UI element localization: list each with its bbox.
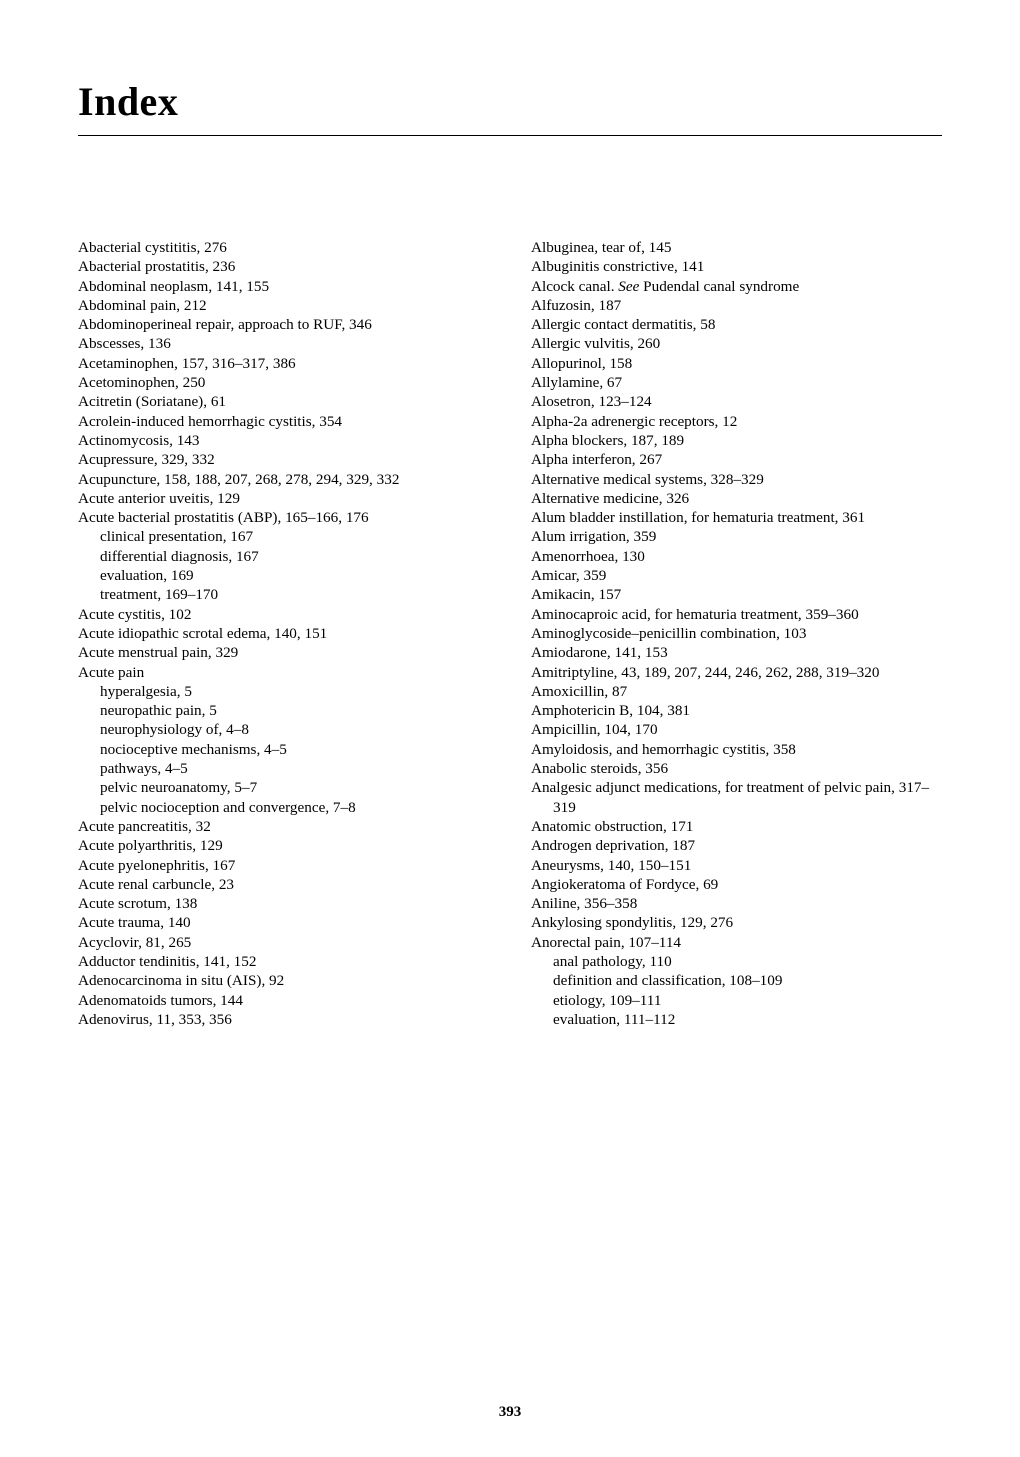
index-entry: Amenorrhoea, 130 — [531, 547, 942, 566]
index-entry: Amitriptyline, 43, 189, 207, 244, 246, 2… — [531, 663, 942, 682]
index-entry: definition and classification, 108–109 — [531, 971, 942, 990]
index-entry: hyperalgesia, 5 — [78, 682, 489, 701]
index-entry: Abacterial cystititis, 276 — [78, 238, 489, 257]
index-entry: Anorectal pain, 107–114 — [531, 933, 942, 952]
index-entry: Abdominoperineal repair, approach to RUF… — [78, 315, 489, 334]
index-entry: Acute polyarthritis, 129 — [78, 836, 489, 855]
index-entry: Adenomatoids tumors, 144 — [78, 991, 489, 1010]
index-entry: Anatomic obstruction, 171 — [531, 817, 942, 836]
index-entry: etiology, 109–111 — [531, 991, 942, 1010]
page-number: 393 — [0, 1404, 1020, 1421]
index-entry: Ankylosing spondylitis, 129, 276 — [531, 913, 942, 932]
index-entry: pelvic nocioception and convergence, 7–8 — [78, 798, 489, 817]
index-columns: Abacterial cystititis, 276Abacterial pro… — [78, 238, 942, 1029]
index-entry: anal pathology, 110 — [531, 952, 942, 971]
index-entry: Acute cystitis, 102 — [78, 605, 489, 624]
index-entry: Amikacin, 157 — [531, 585, 942, 604]
index-entry: neurophysiology of, 4–8 — [78, 720, 489, 739]
index-entry: Acute anterior uveitis, 129 — [78, 489, 489, 508]
index-entry: Aneurysms, 140, 150–151 — [531, 856, 942, 875]
index-entry: evaluation, 169 — [78, 566, 489, 585]
index-entry: Amicar, 359 — [531, 566, 942, 585]
index-entry: Acrolein-induced hemorrhagic cystitis, 3… — [78, 412, 489, 431]
index-entry: Acute pancreatitis, 32 — [78, 817, 489, 836]
index-entry: Androgen deprivation, 187 — [531, 836, 942, 855]
title-rule — [78, 135, 942, 136]
index-column-right: Albuginea, tear of, 145Albuginitis const… — [531, 238, 942, 1029]
index-entry: Acupressure, 329, 332 — [78, 450, 489, 469]
index-entry: pathways, 4–5 — [78, 759, 489, 778]
index-entry: Aniline, 356–358 — [531, 894, 942, 913]
index-entry: Abacterial prostatitis, 236 — [78, 257, 489, 276]
index-entry: Acute pain — [78, 663, 489, 682]
index-entry: Adenovirus, 11, 353, 356 — [78, 1010, 489, 1029]
index-entry: Allopurinol, 158 — [531, 354, 942, 373]
index-entry: Albuginea, tear of, 145 — [531, 238, 942, 257]
index-entry: Acute pyelonephritis, 167 — [78, 856, 489, 875]
index-entry: Amiodarone, 141, 153 — [531, 643, 942, 662]
index-entry: Amoxicillin, 87 — [531, 682, 942, 701]
page-title: Index — [78, 78, 942, 125]
index-entry: Acupuncture, 158, 188, 207, 268, 278, 29… — [78, 470, 489, 489]
index-entry: Acitretin (Soriatane), 61 — [78, 392, 489, 411]
index-entry: Alpha-2a adrenergic receptors, 12 — [531, 412, 942, 431]
index-entry: Acute bacterial prostatitis (ABP), 165–1… — [78, 508, 489, 527]
index-entry: clinical presentation, 167 — [78, 527, 489, 546]
index-entry: Albuginitis constrictive, 141 — [531, 257, 942, 276]
index-entry: differential diagnosis, 167 — [78, 547, 489, 566]
index-entry: Aminoglycoside–penicillin combination, 1… — [531, 624, 942, 643]
index-entry: Allylamine, 67 — [531, 373, 942, 392]
index-entry: Adductor tendinitis, 141, 152 — [78, 952, 489, 971]
index-entry: Acute scrotum, 138 — [78, 894, 489, 913]
index-entry: Actinomycosis, 143 — [78, 431, 489, 450]
index-entry: Acute trauma, 140 — [78, 913, 489, 932]
index-entry: Alum bladder instillation, for hematuria… — [531, 508, 942, 527]
index-entry: evaluation, 111–112 — [531, 1010, 942, 1029]
index-entry: Abdominal neoplasm, 141, 155 — [78, 277, 489, 296]
index-entry: Anabolic steroids, 356 — [531, 759, 942, 778]
index-entry: Analgesic adjunct medications, for treat… — [531, 778, 942, 817]
index-entry: Acute menstrual pain, 329 — [78, 643, 489, 662]
index-entry: Acetominophen, 250 — [78, 373, 489, 392]
index-entry: Allergic vulvitis, 260 — [531, 334, 942, 353]
index-entry: Amphotericin B, 104, 381 — [531, 701, 942, 720]
index-entry: Allergic contact dermatitis, 58 — [531, 315, 942, 334]
index-entry: Amyloidosis, and hemorrhagic cystitis, 3… — [531, 740, 942, 759]
index-entry: treatment, 169–170 — [78, 585, 489, 604]
index-entry: Ampicillin, 104, 170 — [531, 720, 942, 739]
index-entry: Alternative medicine, 326 — [531, 489, 942, 508]
index-column-left: Abacterial cystititis, 276Abacterial pro… — [78, 238, 489, 1029]
index-entry: Acute idiopathic scrotal edema, 140, 151 — [78, 624, 489, 643]
index-entry: Alpha interferon, 267 — [531, 450, 942, 469]
index-entry: Alum irrigation, 359 — [531, 527, 942, 546]
index-entry: Abscesses, 136 — [78, 334, 489, 353]
index-entry: Alternative medical systems, 328–329 — [531, 470, 942, 489]
index-entry: Acetaminophen, 157, 316–317, 386 — [78, 354, 489, 373]
index-entry: Acyclovir, 81, 265 — [78, 933, 489, 952]
index-entry: Alcock canal. See Pudendal canal syndrom… — [531, 277, 942, 296]
index-entry: Acute renal carbuncle, 23 — [78, 875, 489, 894]
index-entry: Angiokeratoma of Fordyce, 69 — [531, 875, 942, 894]
index-entry: pelvic neuroanatomy, 5–7 — [78, 778, 489, 797]
index-entry: Aminocaproic acid, for hematuria treatme… — [531, 605, 942, 624]
index-entry: Alpha blockers, 187, 189 — [531, 431, 942, 450]
index-entry: nocioceptive mechanisms, 4–5 — [78, 740, 489, 759]
index-entry: Abdominal pain, 212 — [78, 296, 489, 315]
index-entry: Alfuzosin, 187 — [531, 296, 942, 315]
index-entry: Alosetron, 123–124 — [531, 392, 942, 411]
index-entry: neuropathic pain, 5 — [78, 701, 489, 720]
index-entry: Adenocarcinoma in situ (AIS), 92 — [78, 971, 489, 990]
